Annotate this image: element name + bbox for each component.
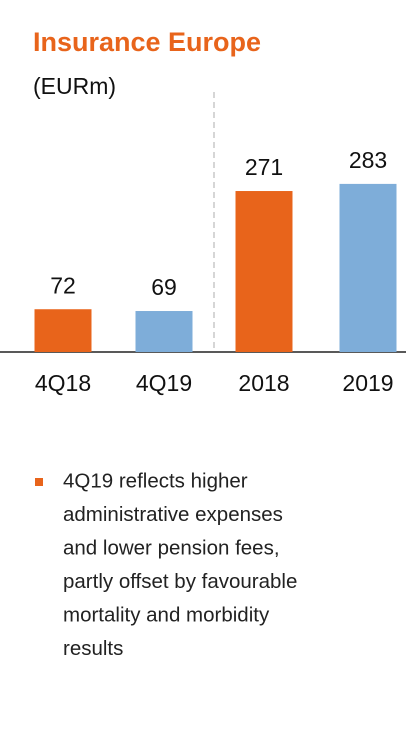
x-tick-label: 2018 <box>238 370 289 396</box>
note-text: and lower pension fees, <box>63 536 280 559</box>
note-text: results <box>63 637 123 660</box>
chart-subtitle: (EURm) <box>33 73 116 99</box>
value-label: 69 <box>151 274 177 300</box>
value-label: 271 <box>245 154 283 180</box>
x-tick-label: 4Q18 <box>35 370 91 396</box>
bar <box>339 183 397 352</box>
bar <box>135 311 193 352</box>
bar <box>34 309 92 352</box>
note-text: mortality and morbidity <box>63 603 270 626</box>
value-label: 283 <box>349 147 387 173</box>
value-label: 72 <box>50 272 76 298</box>
note-text: administrative expenses <box>63 503 283 526</box>
x-tick-label: 2019 <box>342 370 393 396</box>
bullet <box>35 478 43 486</box>
bar <box>235 191 293 352</box>
note-text: 4Q19 reflects higher <box>63 469 248 492</box>
chart-title: Insurance Europe <box>33 27 261 57</box>
x-tick-label: 4Q19 <box>136 370 192 396</box>
note-text: partly offset by favourable <box>63 570 297 593</box>
